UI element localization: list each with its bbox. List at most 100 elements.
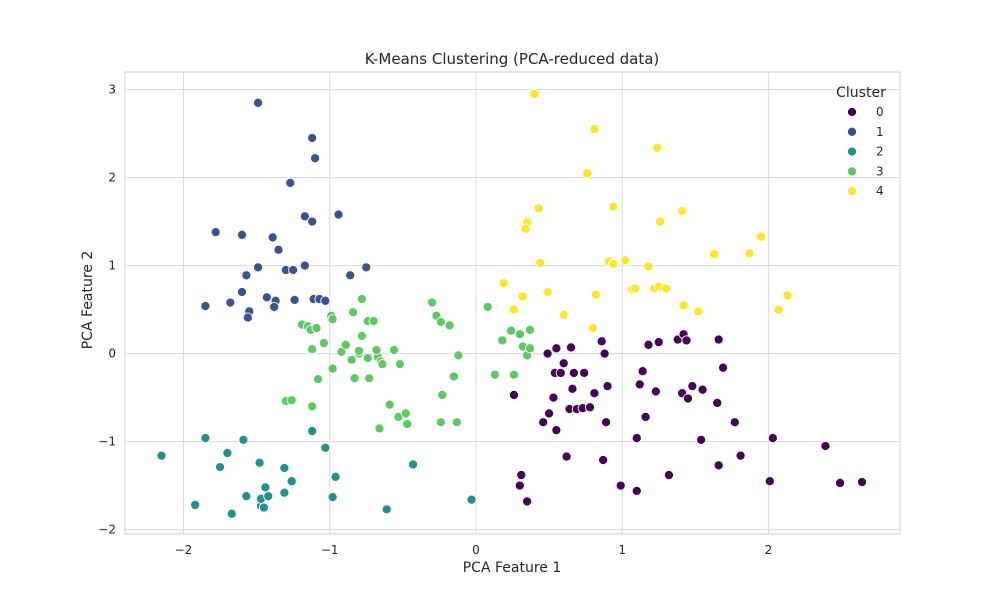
data-point: [261, 292, 272, 303]
data-point: [400, 408, 411, 419]
data-point: [356, 293, 367, 305]
data-point: [687, 381, 698, 392]
data-point: [538, 417, 549, 428]
data-point: [620, 255, 631, 266]
legend-marker: [846, 126, 858, 137]
data-point: [542, 348, 553, 359]
data-point: [548, 392, 559, 403]
data-point: [697, 384, 708, 395]
data-point: [678, 300, 689, 311]
data-point: [712, 397, 723, 408]
data-point: [508, 304, 520, 315]
data-point: [643, 339, 654, 350]
data-point: [364, 373, 375, 384]
x-tick-label: −2: [175, 543, 193, 557]
legend-marker: [846, 186, 858, 197]
data-point: [273, 244, 284, 255]
data-point: [394, 359, 405, 370]
data-point: [361, 262, 372, 273]
data-point: [497, 335, 508, 346]
legend-marker: [846, 146, 858, 157]
data-point: [238, 434, 249, 445]
data-point: [260, 482, 271, 493]
data-point: [693, 306, 704, 317]
y-tick-label: 3: [108, 83, 116, 97]
x-tick-label: 2: [765, 543, 773, 557]
data-point: [356, 330, 367, 342]
data-point: [299, 260, 310, 271]
data-point: [258, 502, 269, 513]
data-point: [389, 345, 400, 356]
data-point: [589, 124, 600, 135]
legend-marker: [846, 166, 858, 177]
data-point: [631, 433, 642, 444]
data-point: [320, 442, 331, 453]
series-4: [498, 88, 793, 334]
data-point: [156, 450, 167, 461]
data-point: [466, 494, 477, 505]
data-point: [524, 324, 536, 335]
data-point: [729, 417, 740, 428]
legend-label: 4: [876, 184, 884, 198]
legend-title: Cluster: [836, 85, 886, 101]
data-point: [514, 329, 525, 340]
data-point: [514, 480, 525, 491]
y-tick-label: 2: [108, 171, 116, 185]
data-point: [226, 508, 237, 519]
data-point: [634, 379, 645, 390]
data-point: [402, 418, 413, 430]
data-point: [285, 177, 296, 188]
data-point: [508, 369, 520, 380]
x-tick-label: 0: [472, 543, 480, 557]
data-point: [377, 359, 388, 370]
data-point: [551, 343, 562, 354]
legend-label: 2: [876, 145, 884, 159]
data-point: [320, 295, 331, 306]
data-point: [598, 455, 609, 466]
x-axis-label: PCA Feature 1: [463, 560, 562, 576]
data-point: [517, 291, 528, 302]
data-point: [655, 216, 666, 227]
data-point: [713, 460, 724, 471]
data-point: [756, 231, 767, 242]
data-point: [435, 417, 446, 428]
data-point: [520, 223, 531, 234]
data-point: [307, 401, 318, 412]
x-tick-label: 1: [618, 543, 626, 557]
data-point: [589, 388, 600, 399]
data-point: [453, 350, 464, 361]
data-point: [318, 337, 329, 349]
data-point: [312, 374, 324, 385]
data-point: [529, 88, 540, 100]
y-tick-label: 0: [108, 347, 116, 361]
data-point: [640, 411, 651, 423]
data-point: [408, 459, 419, 470]
data-point: [348, 307, 359, 318]
data-point: [333, 209, 344, 220]
data-point: [582, 168, 593, 179]
data-point: [767, 433, 778, 444]
data-point: [637, 366, 648, 377]
data-point: [535, 257, 546, 269]
data-point: [663, 469, 675, 481]
data-point: [241, 270, 252, 281]
data-point: [427, 297, 438, 308]
data-point: [374, 423, 385, 434]
data-point: [608, 258, 619, 269]
data-point: [236, 286, 248, 298]
data-point: [482, 301, 493, 313]
data-point: [764, 476, 775, 487]
data-point: [834, 477, 846, 489]
data-point: [286, 476, 297, 487]
chart-title: K-Means Clustering (PCA-reduced data): [365, 50, 660, 68]
data-point: [735, 450, 746, 461]
data-point: [384, 399, 395, 410]
plot-frame: [124, 71, 901, 535]
data-point: [381, 504, 392, 515]
y-axis-label: PCA Feature 2: [80, 251, 96, 350]
data-point: [437, 389, 448, 401]
data-point: [371, 345, 382, 356]
data-point: [744, 248, 755, 259]
data-point: [544, 408, 555, 419]
